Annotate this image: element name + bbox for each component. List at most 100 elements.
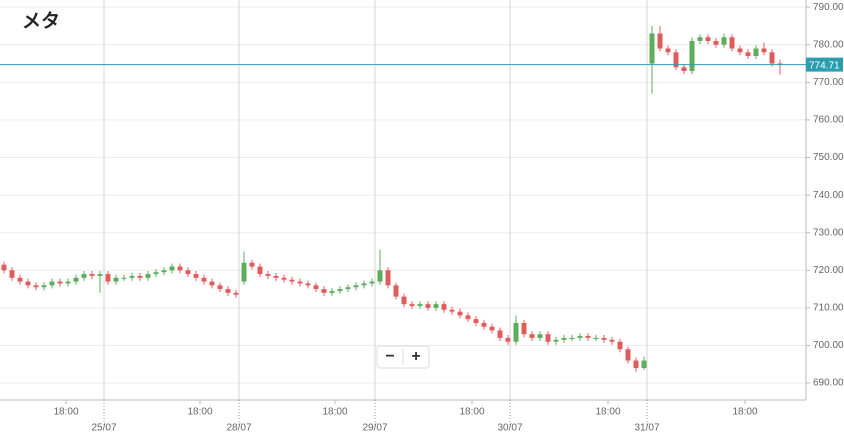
last-price-box: [806, 57, 843, 72]
candles: [1, 25, 783, 372]
candle-body: [169, 266, 175, 271]
date-tick-label: 28/07: [226, 423, 251, 434]
candle-body: [49, 281, 55, 286]
candle-body: [289, 279, 295, 282]
candle-body: [777, 63, 783, 65]
candle-body: [409, 304, 415, 307]
candle-body: [65, 281, 71, 284]
candle-body: [657, 33, 663, 49]
candle-body: [121, 277, 127, 279]
x-tick-label: 18:00: [322, 407, 347, 418]
candle-body: [457, 311, 463, 316]
candle-body: [297, 281, 303, 284]
candle-body: [17, 277, 23, 282]
candle-body: [145, 274, 151, 278]
candle-body: [417, 304, 423, 307]
candle-body: [745, 52, 751, 57]
candle-body: [225, 289, 231, 293]
date-tick-label: 31/07: [634, 423, 659, 434]
candle-body: [497, 330, 503, 338]
candle-body: [337, 289, 343, 291]
candle-body: [401, 296, 407, 305]
candle-body: [361, 283, 367, 286]
y-tick-label: 690.00: [813, 378, 844, 389]
candle-body: [249, 262, 255, 267]
zoom-controls: − +: [376, 345, 430, 369]
candle-body: [481, 322, 487, 327]
candle-body: [553, 339, 559, 342]
candle-body: [761, 48, 767, 53]
candle-body: [217, 285, 223, 290]
candle-body: [529, 334, 535, 338]
candle-body: [465, 315, 471, 320]
x-tick-label: 18:00: [459, 407, 484, 418]
y-tick-label: 780.00: [813, 39, 844, 50]
candle-body: [721, 37, 727, 45]
y-tick-label: 770.00: [813, 77, 844, 88]
x-tick-label: 18:00: [732, 407, 757, 418]
candle-body: [385, 270, 391, 286]
candle-body: [113, 277, 119, 282]
candle-body: [273, 275, 279, 278]
zoom-out[interactable]: −: [385, 348, 394, 365]
candle-body: [625, 349, 631, 361]
y-tick-label: 750.00: [813, 152, 844, 163]
candle-body: [25, 281, 31, 286]
candle-body: [425, 304, 431, 308]
candle-body: [193, 274, 199, 278]
y-tick-label: 760.00: [813, 115, 844, 126]
candle-body: [153, 272, 159, 275]
y-tick-label: 700.00: [813, 340, 844, 351]
candle-body: [433, 304, 439, 308]
candle-body: [369, 281, 375, 284]
candle-body: [537, 334, 543, 338]
candle-body: [353, 285, 359, 288]
date-tick-label: 30/07: [497, 423, 522, 434]
candle-body: [41, 285, 47, 288]
candle-body: [521, 322, 527, 335]
candle-body: [593, 337, 599, 339]
candle-body: [505, 337, 511, 342]
candle-body: [569, 337, 575, 339]
zoom-in[interactable]: +: [411, 348, 420, 365]
candle-body: [545, 334, 551, 342]
candle-body: [209, 281, 215, 286]
candle-body: [281, 277, 287, 280]
candle-body: [377, 270, 383, 282]
candle-body: [513, 322, 519, 342]
grid: [0, 0, 806, 400]
candle-body: [345, 287, 351, 290]
candle-body: [89, 274, 95, 276]
candle-body: [73, 277, 79, 282]
candle-body: [201, 277, 207, 282]
candle-body: [705, 37, 711, 41]
y-tick-label: 730.00: [813, 227, 844, 238]
candle-body: [617, 341, 623, 350]
candle-body: [449, 309, 455, 312]
candle-body: [769, 52, 775, 64]
candle-body: [473, 319, 479, 323]
candle-body: [161, 270, 167, 273]
candle-body: [97, 274, 103, 276]
candle-body: [9, 270, 15, 278]
candle-body: [673, 52, 679, 68]
last-price-label: 774.71: [809, 60, 840, 71]
candle-body: [33, 285, 39, 288]
candle-body: [633, 360, 639, 369]
x-tick-label: 18:00: [595, 407, 620, 418]
candle-body: [393, 285, 399, 297]
y-tick-label: 740.00: [813, 190, 844, 201]
date-tick-label: 29/07: [362, 423, 387, 434]
candle-body: [105, 274, 111, 282]
axis-labels: 690.00 700.00 710.00 720.00 730.00 740.00 750.…: [53, 2, 844, 434]
candle-body: [601, 337, 607, 340]
candle-body: [129, 275, 135, 278]
candle-body: [585, 336, 591, 338]
candle-body: [561, 337, 567, 340]
candle-body: [1, 264, 7, 271]
candle-body: [57, 281, 63, 284]
date-tick-label: 25/07: [91, 423, 116, 434]
candle-body: [185, 270, 191, 275]
candle-body: [81, 274, 87, 278]
